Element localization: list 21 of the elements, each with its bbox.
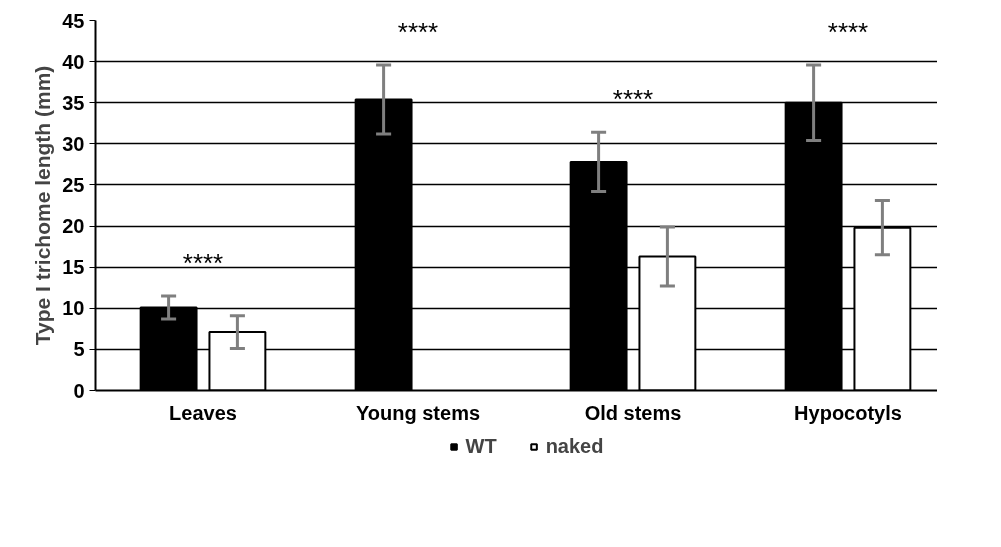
y-tick-label: 45: [62, 9, 85, 32]
legend-label: WT: [465, 434, 497, 458]
x-tick-label: Old stems: [584, 401, 682, 424]
annotation: ****: [182, 247, 224, 278]
legend-label: naked: [545, 434, 604, 458]
x-tick-label: Young stems: [355, 401, 481, 424]
y-tick-label: 25: [62, 173, 85, 196]
y-tick-label: 35: [62, 91, 85, 114]
annotation: ****: [397, 16, 439, 47]
y-tick-label: 30: [62, 132, 85, 155]
y-tick-label: 40: [62, 50, 85, 73]
y-axis-title: Type I trichome length (mm): [31, 65, 55, 346]
y-tick-label: 0: [73, 379, 85, 402]
annotation: ****: [612, 84, 654, 115]
y-tick-label: 10: [62, 297, 85, 320]
x-tick-label: Hypocotyls: [794, 401, 902, 424]
x-tick-label: Leaves: [169, 401, 237, 424]
y-tick-label: 5: [73, 338, 85, 361]
annotation: ****: [827, 16, 869, 47]
y-tick-label: 15: [62, 256, 85, 279]
y-tick-label: 20: [62, 215, 85, 238]
